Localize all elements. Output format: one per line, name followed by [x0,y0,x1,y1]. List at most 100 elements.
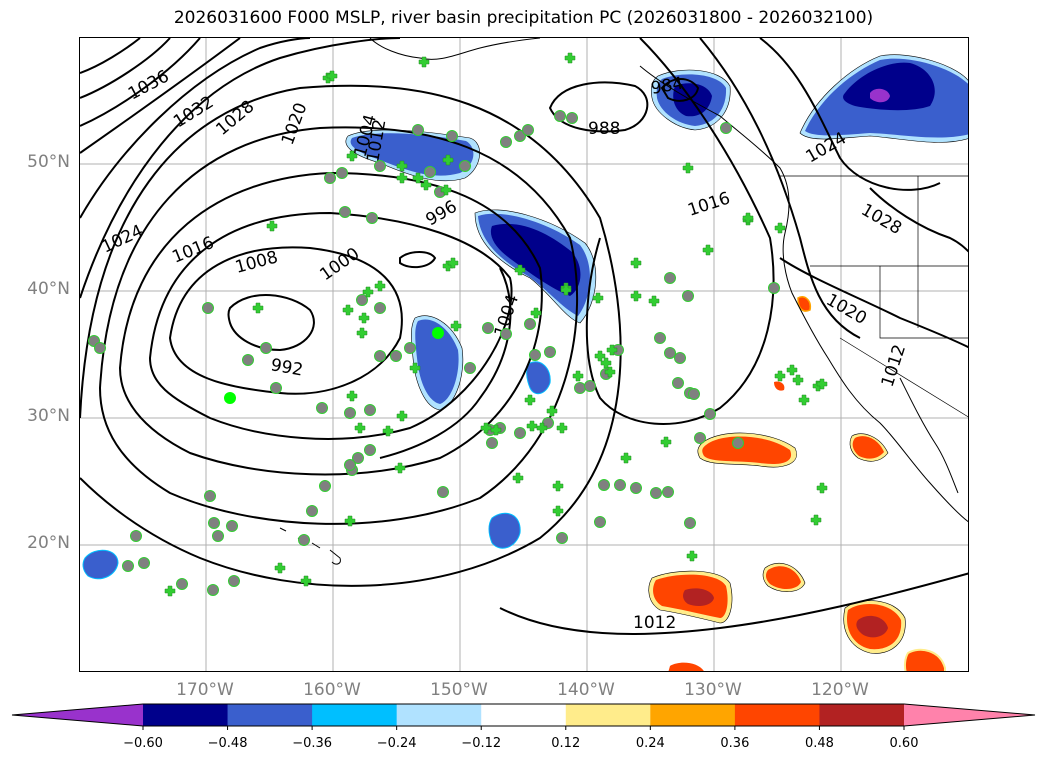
station-cross-marker [774,370,786,382]
station-markers [88,52,828,597]
station-cross-marker [346,150,358,162]
station-circle-marker [514,130,526,142]
station-cross-marker [530,307,542,319]
station-cross-marker [630,257,642,269]
station-cross-marker [480,422,492,434]
station-cross-marker [648,295,660,307]
blue-region-small-2 [488,512,521,549]
colorbar-tick-label: 0.12 [551,736,581,751]
lat-label-20: 20°N [27,533,70,553]
purple-peak [870,88,890,103]
station-cross-marker [396,172,408,184]
station-circle-marker [500,136,512,148]
alaska-coastline [369,38,541,60]
blue-region-small-1 [526,361,551,395]
station-circle-marker [672,377,684,389]
political-borders [780,175,968,418]
isobar-1024 [80,38,241,154]
station-circle-marker [270,382,282,394]
isobar-992-center [227,294,315,352]
colorbar-segment [565,704,651,726]
station-circle-marker [212,530,224,542]
colorbar-segment [734,704,820,726]
isobar-1024-east [759,38,941,191]
station-circle-marker [654,332,666,344]
station-cross-marker [412,172,424,184]
station-cross-marker [630,290,642,302]
station-circle-marker [228,575,240,587]
station-circle-marker [344,459,356,471]
isobar-1012-south [499,572,968,635]
isobar-1032 [80,38,171,99]
station-cross-marker [362,286,374,298]
station-cross-marker [252,302,264,314]
station-circle-marker [459,160,471,172]
station-cross-marker [816,378,828,390]
isobars [80,38,968,635]
station-cross-marker [798,394,810,406]
isobar-1028-east [869,187,968,253]
station-cross-marker [394,462,406,474]
station-circle-marker [574,382,586,394]
isobar-1016 [80,38,401,299]
colorbar-tick-label: −0.48 [207,736,248,751]
station-circle-marker [352,452,364,464]
station-cross-marker [682,162,694,174]
station-circle-marker [374,350,386,362]
colorbar-tick-label: 0.24 [635,736,665,751]
isobar-1020 [80,38,311,219]
isobar-1020-east [699,38,861,339]
isobar-1028 [80,38,201,127]
station-cross-marker [556,422,568,434]
station-cross-marker [592,292,604,304]
station-circle-marker [664,347,676,359]
station-circle-marker [260,342,272,354]
isobar-label: 1016 [169,233,217,268]
station-cross-marker [786,364,798,376]
colorbar-tick-label: −0.36 [292,736,333,751]
station-circle-marker [732,437,744,449]
station-circle-marker [482,322,494,334]
isobar-label: 1008 [233,247,280,278]
station-circle-marker [674,352,686,364]
baja-coastline [899,377,959,494]
station-circle-marker [208,517,220,529]
colorbar-segment [312,704,398,726]
station-circle-marker [412,124,424,136]
station-cross-marker [382,425,394,437]
station-cross-marker [774,222,786,234]
station-cross-marker [816,482,828,494]
colorbar-segment [819,704,905,726]
station-cross-marker [300,575,312,587]
colorbar-extend-min [12,704,143,726]
isobar-1012 [80,84,622,587]
hawaii-islands [279,527,341,565]
station-cross-marker [552,505,564,517]
station-cross-marker [450,320,462,332]
map-panel[interactable]: 1036 1032 1028 1024 1020 1016 1012 1008 … [79,37,969,672]
station-cross-marker [346,390,358,402]
station-cross-marker [810,514,822,526]
isobar-label: 1012 [633,613,676,633]
station-circle-marker [529,349,541,361]
station-cross-marker [356,327,368,339]
colorbar-segment [396,704,482,726]
station-cross-marker [560,284,572,296]
red-region-coast-small [797,296,812,312]
station-circle-marker [202,302,214,314]
colorbar-extend-max [904,704,1035,726]
station-cross-marker [792,374,804,386]
station-cross-marker [344,515,356,527]
positive-precip-regions [648,296,946,671]
station-cross-marker [374,280,386,292]
station-cross-marker [440,184,452,196]
lat-label-40: 40°N [27,279,70,299]
isobar-1008 [98,126,579,525]
isobar-label: 1032 [170,92,217,132]
station-circle-marker [446,130,458,142]
station-circle-marker [374,160,386,172]
station-cross-marker [442,154,454,166]
station-cross-marker [342,304,354,316]
isobar-1000 [148,211,513,440]
colorbar-segment [143,704,229,726]
